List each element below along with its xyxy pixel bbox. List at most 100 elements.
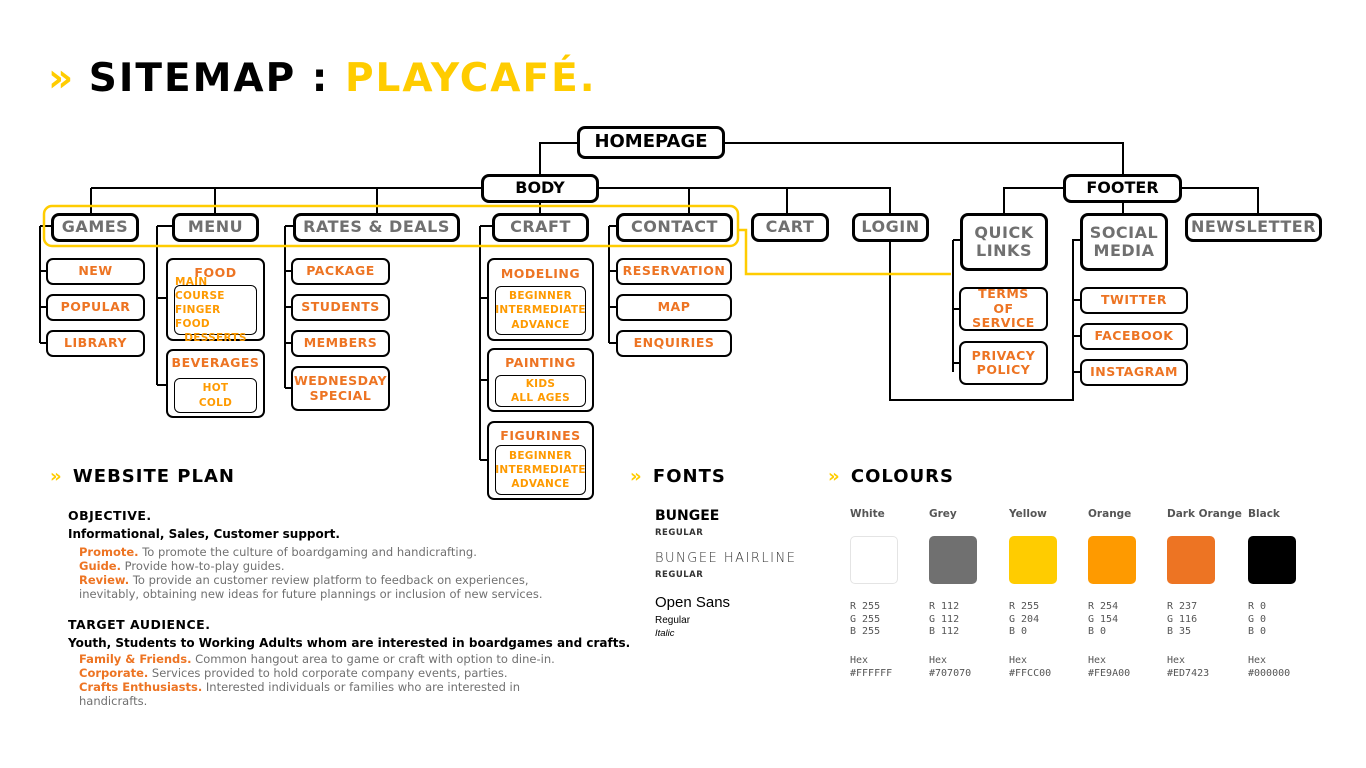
contact-item-reservation: RESERVATION [616,258,732,285]
rates-item-wednesday-special: WEDNESDAY SPECIAL [291,366,390,411]
social-twitter: TWITTER [1080,287,1188,314]
figurines-item: INTERMEDIATE [495,463,586,476]
craft-figurines-group: FIGURINES BEGINNER INTERMEDIATE ADVANCE [487,421,594,500]
colours-heading: » COLOURS [828,466,954,487]
audience-key: Family & Friends. [79,652,192,666]
colour-rgb: R 255 G 255 B 255 [850,601,881,637]
fonts-title: FONTS [652,466,726,487]
font-style: REGULAR [655,528,704,538]
colour-hex: Hex #707070 [929,655,972,679]
painting-item: ALL AGES [510,392,571,404]
menu-food-group: FOOD MAIN COURSE FINGER FOOD DESSERTS [166,258,265,344]
font-name: Open Sans [655,594,731,611]
games-item-library: LIBRARY [46,330,145,357]
modeling-item: BEGINNER [509,290,572,303]
audience-item: Crafts Enthusiasts. Interested individua… [79,680,549,708]
website-plan-heading: » WEBSITE PLAN [50,466,235,487]
colour-swatch [1009,536,1057,584]
menu-food-list: MAIN COURSE FINGER FOOD DESSERTS [174,276,257,344]
social-facebook: FACEBOOK [1080,323,1188,350]
objective-line: Informational, Sales, Customer support. [68,527,340,541]
colour-grey: Grey R 112 G 112 B 112 Hex #707070 [929,508,1004,679]
fonts-heading: » FONTS [630,466,726,487]
audience-item: Family & Friends. Common hangout area to… [79,652,628,666]
games-item-popular: POPULAR [46,294,145,321]
colour-swatch [1248,536,1296,584]
colour-hex: Hex #FE9A00 [1088,655,1131,679]
colour-hex: Hex #000000 [1248,655,1291,679]
audience-text: Common hangout area to game or craft wit… [195,652,555,666]
font-name: BUNGEE HAIRLINE [655,551,797,566]
chevron-icon: » [630,466,641,487]
menu-beverages-list: HOT COLD [174,378,257,413]
food-item: DESSERTS [184,332,247,345]
games-item-new: NEW [46,258,145,285]
audience-text: Interested individuals or families who a… [79,680,521,708]
login-node: LOGIN [852,213,929,242]
objective-key: Promote. [79,545,139,559]
colours-title: COLOURS [850,466,955,487]
games-node: GAMES [51,213,139,242]
craft-modeling-title: MODELING [500,266,581,281]
colour-swatch [1088,536,1136,584]
title-accent: PLAYCAFÉ. [344,56,597,101]
objective-title: OBJECTIVE. [68,508,152,523]
menu-node: MENU [172,213,259,242]
beverage-item: COLD [198,396,233,409]
colour-swatch [929,536,977,584]
colour-name: Yellow [1009,508,1047,520]
colour-hex: Hex #FFFFFF [850,655,893,679]
objective-item: Review. To provide an customer review pl… [79,573,574,601]
rates-item-students: STUDENTS [291,294,390,321]
colour-rgb: R 112 G 112 B 112 [929,601,960,637]
quick-links-terms: TERMS OF SERVICE [959,287,1048,331]
menu-beverages-title: BEVERAGES [171,355,260,370]
figurines-item: ADVANCE [511,478,570,491]
objective-item: Promote. To promote the culture of board… [79,545,628,559]
chevron-icon: » [828,466,839,487]
craft-figurines-list: BEGINNER INTERMEDIATE ADVANCE [495,445,586,495]
colour-rgb: R 255 G 204 B 0 [1009,601,1040,637]
colour-rgb: R 254 G 154 B 0 [1088,601,1119,637]
title-prefix: SITEMAP : [88,56,330,101]
craft-node: CRAFT [492,213,589,242]
beverage-item: HOT [202,382,229,395]
colour-rgb: R 237 G 116 B 35 [1167,601,1198,637]
website-plan-title: WEBSITE PLAN [72,466,235,487]
audience-item: Corporate. Services provided to hold cor… [79,666,628,680]
font-style: Regular [655,615,691,626]
objective-text: To promote the culture of boardgaming an… [142,545,477,559]
homepage-node: HOMEPAGE [577,126,725,159]
footer-node: FOOTER [1063,174,1182,203]
audience-key: Corporate. [79,666,149,680]
contact-item-enquiries: ENQUIRIES [616,330,732,357]
craft-modeling-list: BEGINNER INTERMEDIATE ADVANCE [495,286,586,335]
craft-figurines-title: FIGURINES [500,428,581,443]
font-name: BUNGEE [655,508,720,524]
contact-node: CONTACT [616,213,733,242]
audience-title: TARGET AUDIENCE. [68,617,211,632]
colour-name: Black [1248,508,1280,520]
rates-deals-node: RATES & DEALS [293,213,460,242]
modeling-item: ADVANCE [511,318,570,331]
colour-name: Orange [1088,508,1132,520]
colour-hex: Hex #FFCC00 [1009,655,1052,679]
audience-key: Crafts Enthusiasts. [79,680,203,694]
objective-key: Review. [79,573,130,587]
audience-line: Youth, Students to Working Adults whom a… [68,636,631,650]
contact-item-map: MAP [616,294,732,321]
painting-item: KIDS [525,377,556,390]
social-instagram: INSTAGRAM [1080,359,1188,386]
objective-text: To provide an customer review platform t… [79,573,543,601]
body-node: BODY [481,174,599,203]
figurines-item: BEGINNER [509,449,572,462]
colour-yellow: Yellow R 255 G 204 B 0 Hex #FFCC00 [1009,508,1084,679]
rates-item-package: PACKAGE [291,258,390,285]
colour-name: White [850,508,885,520]
quick-links-node: QUICK LINKS [960,213,1048,271]
rates-item-members: MEMBERS [291,330,390,357]
colour-orange: Orange R 254 G 154 B 0 Hex #FE9A00 [1088,508,1163,679]
